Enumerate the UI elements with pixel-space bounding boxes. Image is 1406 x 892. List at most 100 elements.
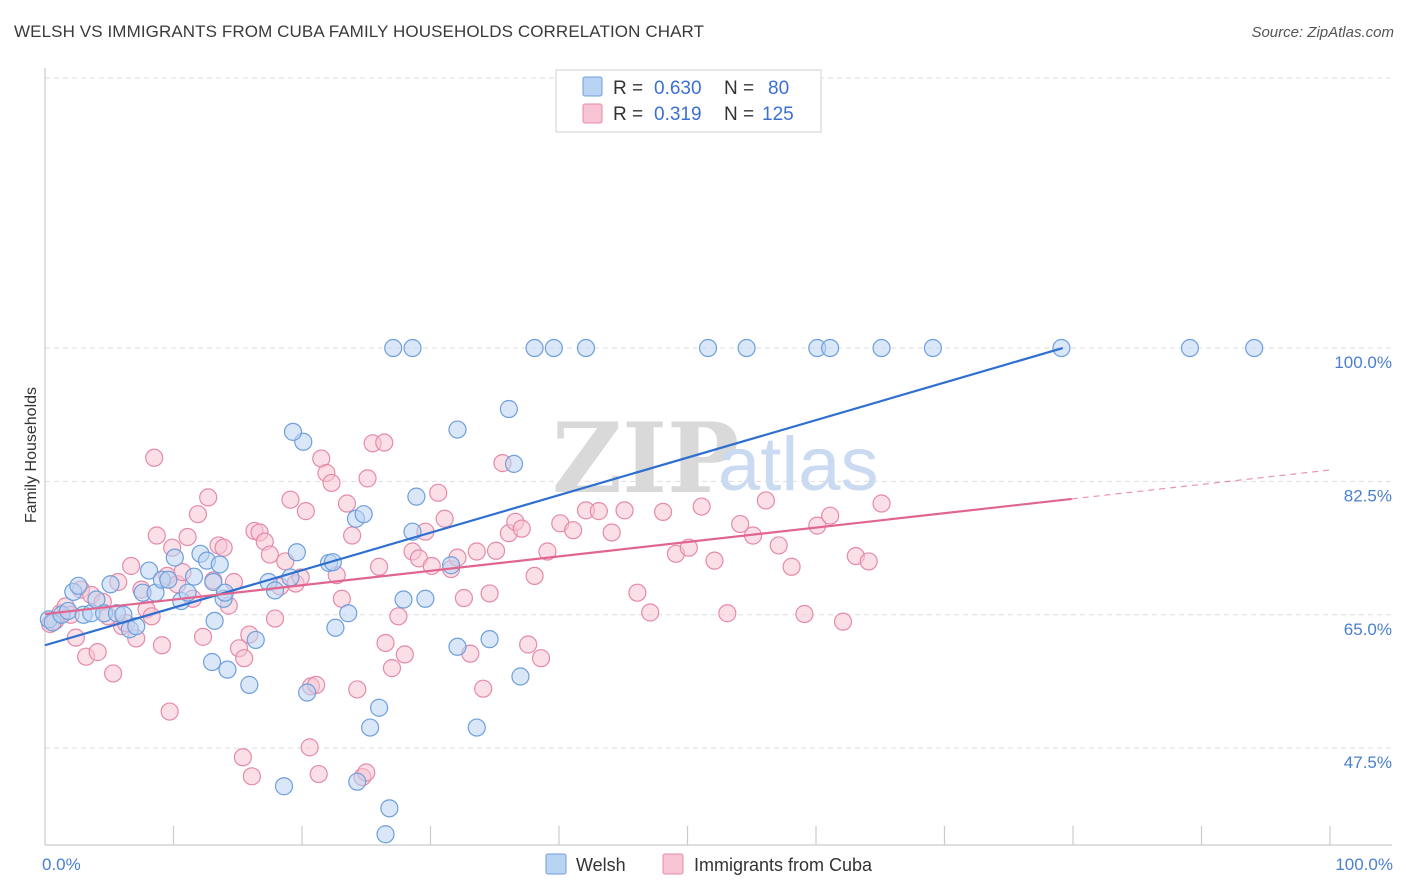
- point-cuba: [193, 627, 213, 646]
- point-cuba: [152, 636, 172, 655]
- point-welsh: [544, 338, 563, 358]
- point-cuba: [370, 557, 389, 576]
- point-welsh: [361, 718, 380, 737]
- point-cuba: [429, 483, 448, 502]
- point-welsh: [339, 604, 358, 623]
- point-cuba: [375, 433, 394, 452]
- point-welsh: [923, 338, 943, 358]
- trend-lines: [44, 346, 1331, 647]
- series-legend: Welsh Immigrants from Cuba: [545, 853, 873, 875]
- point-welsh: [240, 675, 259, 694]
- bottom-legend-swatch-welsh: [545, 853, 567, 875]
- point-welsh: [139, 561, 159, 580]
- point-welsh: [205, 611, 224, 630]
- point-cuba: [628, 583, 647, 602]
- legend-n-label-cuba: N =: [724, 104, 754, 125]
- point-welsh: [159, 570, 178, 589]
- point-cuba: [538, 542, 557, 561]
- point-cuba: [480, 584, 499, 603]
- x-tick-label-max: 100.0%: [1335, 855, 1393, 874]
- point-cuba: [343, 526, 362, 545]
- point-cuba: [454, 588, 474, 608]
- point-cuba: [309, 764, 328, 784]
- point-cuba: [265, 609, 285, 628]
- point-cuba: [795, 604, 814, 624]
- point-cuba: [653, 502, 673, 521]
- point-cuba: [705, 551, 724, 570]
- point-welsh: [274, 777, 294, 796]
- point-welsh: [872, 338, 891, 358]
- point-cuba: [214, 538, 233, 557]
- point-cuba: [147, 526, 166, 545]
- point-welsh: [480, 630, 499, 649]
- legend-r-value-cuba: 0.319: [654, 104, 702, 125]
- legend-r-value-welsh: 0.630: [654, 78, 702, 99]
- point-cuba: [731, 514, 750, 534]
- point-welsh: [246, 630, 265, 650]
- point-welsh: [265, 581, 285, 600]
- point-cuba: [821, 506, 840, 525]
- point-welsh: [210, 555, 229, 574]
- point-cuba: [322, 473, 341, 493]
- point-cuba: [467, 542, 486, 561]
- data-points: [39, 338, 1264, 844]
- point-cuba: [160, 702, 179, 721]
- point-cuba: [615, 501, 634, 520]
- point-welsh: [69, 576, 88, 595]
- point-welsh: [384, 338, 403, 358]
- point-cuba: [525, 566, 544, 586]
- legend-swatch-welsh: [582, 76, 603, 97]
- y-tick-label: 82.5%: [1344, 486, 1392, 505]
- bottom-legend-swatch-cuba: [662, 853, 684, 875]
- bottom-legend-label-cuba: Immigrants from Cuba: [694, 855, 873, 875]
- trend-line-cuba: [44, 497, 1072, 616]
- point-cuba: [296, 502, 315, 521]
- trend-extension-cuba: [1071, 469, 1331, 500]
- point-welsh: [576, 338, 596, 358]
- watermark-zip: ZIP: [552, 402, 739, 515]
- point-welsh: [737, 338, 756, 358]
- point-cuba: [782, 557, 801, 576]
- point-cuba: [281, 490, 300, 509]
- point-cuba: [199, 488, 218, 507]
- y-tick-label: 100.0%: [1334, 353, 1392, 372]
- point-cuba: [589, 502, 608, 521]
- point-welsh: [821, 338, 840, 358]
- point-cuba: [300, 738, 319, 757]
- point-welsh: [403, 338, 422, 358]
- point-welsh: [394, 590, 413, 609]
- axes: [44, 68, 1392, 846]
- point-cuba: [358, 469, 377, 488]
- point-cuba: [242, 767, 261, 786]
- point-cuba: [104, 664, 123, 683]
- point-cuba: [88, 643, 107, 662]
- legend-r-label-welsh: R =: [613, 78, 643, 99]
- point-cuba: [382, 659, 402, 678]
- point-cuba: [474, 679, 493, 698]
- point-cuba: [376, 633, 395, 653]
- point-cuba: [692, 497, 711, 516]
- trend-line-welsh: [44, 346, 1064, 647]
- point-welsh: [511, 667, 530, 686]
- point-welsh: [218, 660, 237, 679]
- point-cuba: [769, 536, 788, 555]
- point-welsh: [1245, 338, 1264, 358]
- legend-n-label-welsh: N =: [724, 78, 754, 99]
- point-welsh: [348, 772, 367, 791]
- watermark: ZIP atlas: [552, 402, 879, 515]
- y-tick-label: 47.5%: [1344, 753, 1392, 772]
- point-welsh: [287, 543, 306, 562]
- point-welsh: [202, 652, 222, 672]
- point-welsh: [407, 487, 426, 506]
- point-welsh: [504, 454, 524, 473]
- point-cuba: [486, 541, 506, 560]
- point-cuba: [641, 603, 660, 622]
- point-cuba: [756, 491, 775, 510]
- point-cuba: [718, 604, 737, 623]
- point-welsh: [283, 422, 303, 441]
- point-cuba: [872, 494, 891, 513]
- point-welsh: [354, 505, 373, 524]
- point-cuba: [235, 649, 254, 668]
- point-welsh: [698, 338, 718, 358]
